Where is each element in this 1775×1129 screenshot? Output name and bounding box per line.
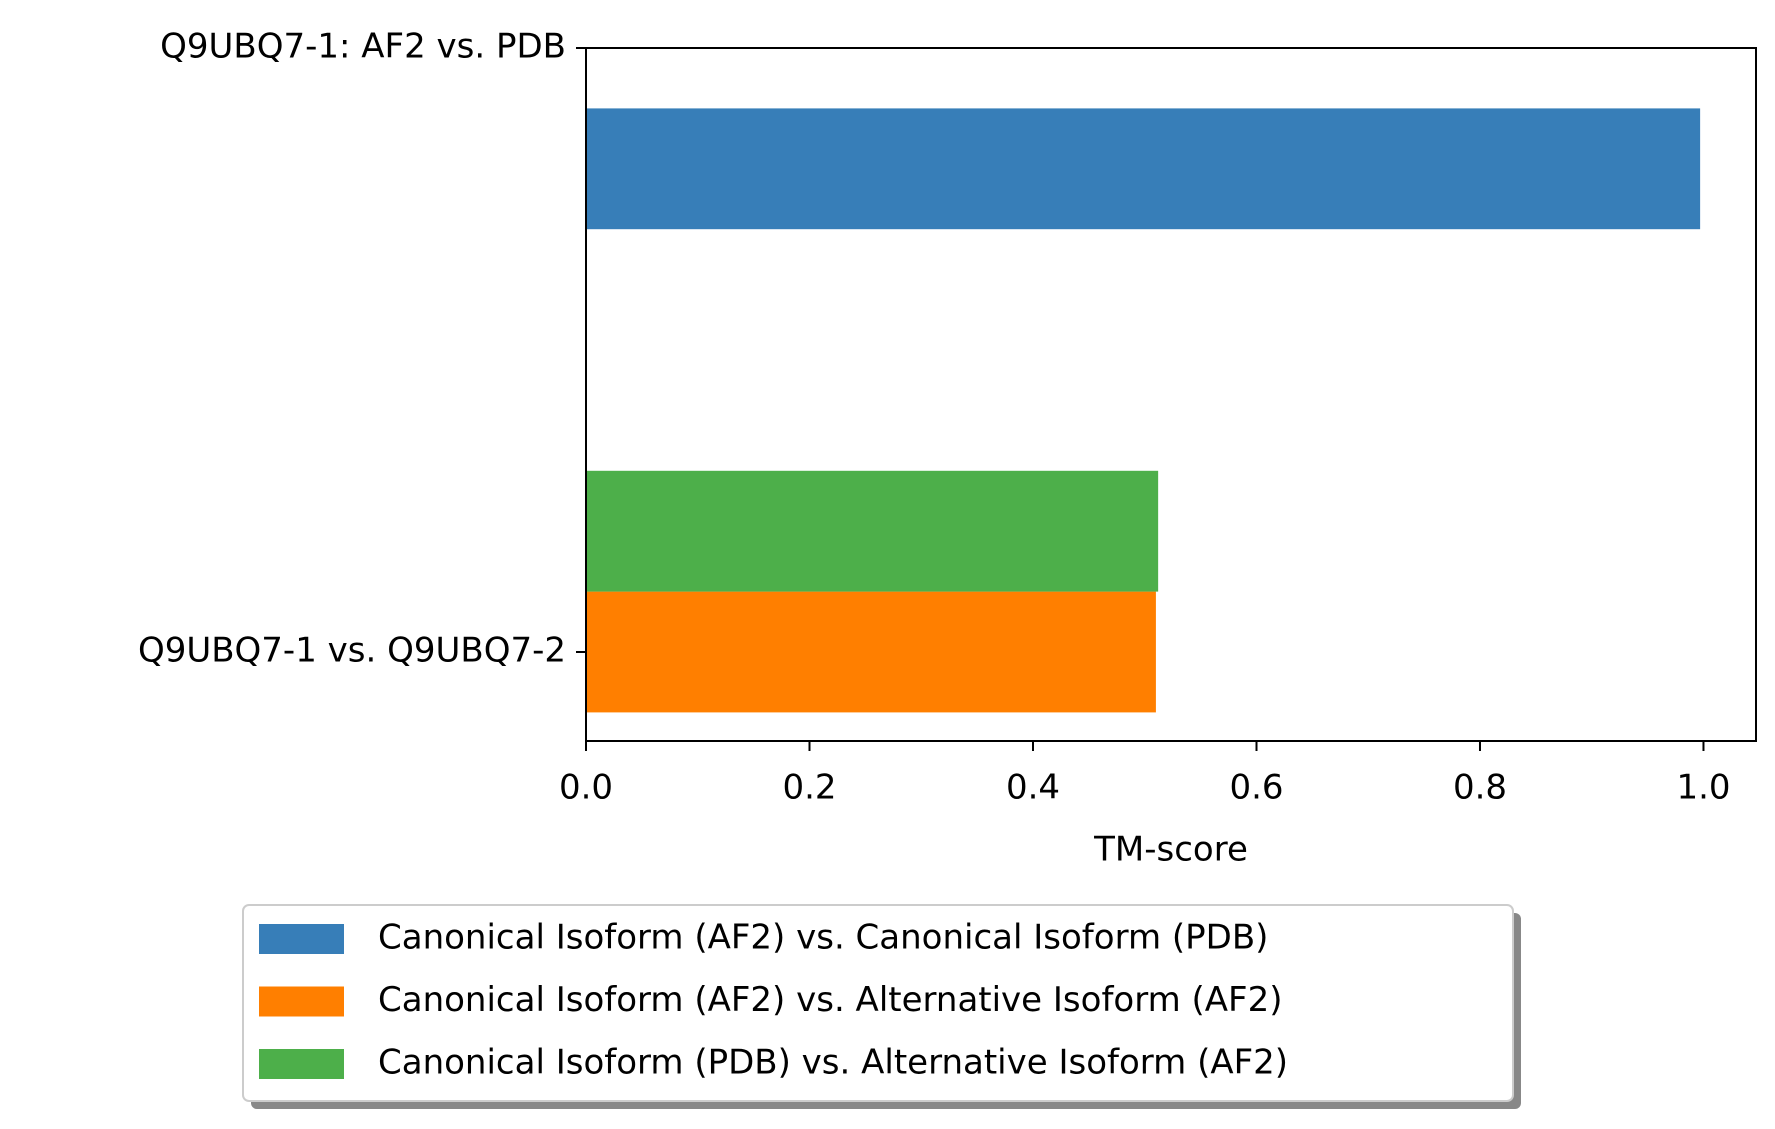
- bar: [586, 108, 1701, 230]
- plot-frame: [585, 47, 1757, 742]
- legend-swatch: [259, 1049, 344, 1079]
- legend-swatch: [259, 924, 344, 954]
- x-tick-label: 0.6: [1229, 768, 1283, 808]
- legend-box: [242, 904, 1514, 1102]
- x-tick-label: 1.0: [1676, 768, 1730, 808]
- x-tick-label: 0.0: [559, 768, 613, 808]
- legend-label: Canonical Isoform (PDB) vs. Alternative …: [378, 1043, 1288, 1083]
- x-tick-label: 0.4: [1006, 768, 1060, 808]
- legend-label: Canonical Isoform (AF2) vs. Alternative …: [378, 980, 1283, 1020]
- y-tick-label: Q9UBQ7-1 vs. Q9UBQ7-2: [138, 631, 566, 671]
- legend-label: Canonical Isoform (AF2) vs. Canonical Is…: [378, 918, 1268, 958]
- x-tick-label: 0.8: [1453, 768, 1507, 808]
- bar: [586, 591, 1156, 713]
- x-axis-label: TM-score: [1093, 830, 1248, 870]
- legend-swatch: [259, 986, 344, 1017]
- bar: [586, 470, 1159, 592]
- y-tick-label: Q9UBQ7-1: AF2 vs. PDB: [160, 27, 566, 67]
- x-tick-label: 0.2: [782, 768, 836, 808]
